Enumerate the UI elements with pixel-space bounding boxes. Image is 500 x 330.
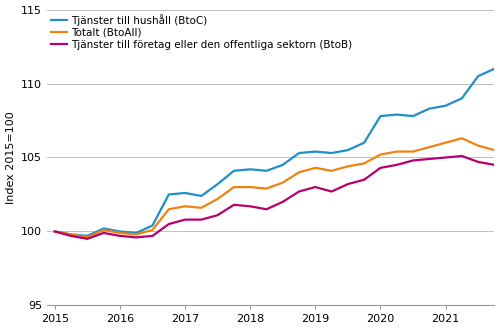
Tjänster till hushåll (BtoC) bbox=[198, 194, 204, 198]
Tjänster till hushåll (BtoC) bbox=[378, 114, 384, 118]
Tjänster till företag eller den offentliga sektorn (BtoB) bbox=[361, 178, 367, 182]
Tjänster till företag eller den offentliga sektorn (BtoB) bbox=[133, 235, 139, 239]
Tjänster till företag eller den offentliga sektorn (BtoB) bbox=[166, 222, 172, 226]
Tjänster till företag eller den offentliga sektorn (BtoB) bbox=[459, 154, 465, 158]
Totalt (BtoAll) bbox=[378, 152, 384, 156]
Tjänster till hushåll (BtoC) bbox=[133, 231, 139, 235]
Tjänster till företag eller den offentliga sektorn (BtoB) bbox=[296, 189, 302, 193]
Tjänster till företag eller den offentliga sektorn (BtoB) bbox=[231, 203, 237, 207]
Tjänster till hushåll (BtoC) bbox=[150, 223, 156, 227]
Totalt (BtoAll) bbox=[459, 136, 465, 140]
Legend: Tjänster till hushåll (BtoC), Totalt (BtoAll), Tjänster till företag eller den o: Tjänster till hushåll (BtoC), Totalt (Bt… bbox=[50, 13, 353, 51]
Totalt (BtoAll) bbox=[182, 204, 188, 208]
Totalt (BtoAll) bbox=[231, 185, 237, 189]
Tjänster till företag eller den offentliga sektorn (BtoB) bbox=[394, 163, 400, 167]
Line: Totalt (BtoAll): Totalt (BtoAll) bbox=[55, 109, 500, 237]
Tjänster till hushåll (BtoC) bbox=[100, 226, 106, 230]
Tjänster till företag eller den offentliga sektorn (BtoB) bbox=[475, 160, 481, 164]
Totalt (BtoAll) bbox=[394, 149, 400, 153]
Totalt (BtoAll) bbox=[410, 149, 416, 153]
Y-axis label: Index 2015=100: Index 2015=100 bbox=[6, 111, 16, 204]
Tjänster till hushåll (BtoC) bbox=[166, 192, 172, 196]
Tjänster till företag eller den offentliga sektorn (BtoB) bbox=[328, 189, 334, 193]
Totalt (BtoAll) bbox=[328, 169, 334, 173]
Tjänster till företag eller den offentliga sektorn (BtoB) bbox=[492, 163, 498, 167]
Tjänster till företag eller den offentliga sektorn (BtoB) bbox=[442, 155, 448, 159]
Totalt (BtoAll) bbox=[133, 232, 139, 236]
Tjänster till hushåll (BtoC) bbox=[264, 169, 270, 173]
Totalt (BtoAll) bbox=[312, 166, 318, 170]
Tjänster till företag eller den offentliga sektorn (BtoB) bbox=[117, 234, 123, 238]
Tjänster till hushåll (BtoC) bbox=[117, 229, 123, 233]
Totalt (BtoAll) bbox=[361, 161, 367, 165]
Tjänster till hushåll (BtoC) bbox=[296, 151, 302, 155]
Tjänster till företag eller den offentliga sektorn (BtoB) bbox=[426, 157, 432, 161]
Tjänster till företag eller den offentliga sektorn (BtoB) bbox=[100, 231, 106, 235]
Tjänster till hushåll (BtoC) bbox=[442, 104, 448, 108]
Tjänster till hushåll (BtoC) bbox=[361, 141, 367, 145]
Totalt (BtoAll) bbox=[296, 170, 302, 174]
Totalt (BtoAll) bbox=[166, 207, 172, 211]
Totalt (BtoAll) bbox=[247, 185, 253, 189]
Tjänster till hushåll (BtoC) bbox=[410, 114, 416, 118]
Tjänster till företag eller den offentliga sektorn (BtoB) bbox=[264, 207, 270, 211]
Totalt (BtoAll) bbox=[117, 231, 123, 235]
Tjänster till hushåll (BtoC) bbox=[475, 74, 481, 78]
Tjänster till hushåll (BtoC) bbox=[328, 151, 334, 155]
Tjänster till företag eller den offentliga sektorn (BtoB) bbox=[378, 166, 384, 170]
Tjänster till företag eller den offentliga sektorn (BtoB) bbox=[247, 204, 253, 208]
Totalt (BtoAll) bbox=[492, 148, 498, 152]
Tjänster till företag eller den offentliga sektorn (BtoB) bbox=[312, 185, 318, 189]
Tjänster till företag eller den offentliga sektorn (BtoB) bbox=[198, 218, 204, 222]
Tjänster till företag eller den offentliga sektorn (BtoB) bbox=[52, 229, 58, 233]
Totalt (BtoAll) bbox=[280, 181, 286, 184]
Tjänster till företag eller den offentliga sektorn (BtoB) bbox=[150, 234, 156, 238]
Totalt (BtoAll) bbox=[475, 144, 481, 148]
Tjänster till företag eller den offentliga sektorn (BtoB) bbox=[214, 213, 220, 217]
Totalt (BtoAll) bbox=[214, 197, 220, 201]
Totalt (BtoAll) bbox=[264, 186, 270, 190]
Tjänster till hushåll (BtoC) bbox=[394, 113, 400, 116]
Tjänster till företag eller den offentliga sektorn (BtoB) bbox=[410, 158, 416, 162]
Tjänster till hushåll (BtoC) bbox=[214, 182, 220, 186]
Totalt (BtoAll) bbox=[68, 232, 74, 236]
Tjänster till hushåll (BtoC) bbox=[182, 191, 188, 195]
Tjänster till hushåll (BtoC) bbox=[68, 232, 74, 236]
Tjänster till företag eller den offentliga sektorn (BtoB) bbox=[280, 200, 286, 204]
Tjänster till hushåll (BtoC) bbox=[459, 96, 465, 100]
Line: Tjänster till hushåll (BtoC): Tjänster till hushåll (BtoC) bbox=[55, 57, 500, 236]
Totalt (BtoAll) bbox=[52, 229, 58, 233]
Tjänster till hushåll (BtoC) bbox=[280, 163, 286, 167]
Totalt (BtoAll) bbox=[100, 228, 106, 232]
Tjänster till företag eller den offentliga sektorn (BtoB) bbox=[345, 182, 351, 186]
Tjänster till företag eller den offentliga sektorn (BtoB) bbox=[182, 218, 188, 222]
Totalt (BtoAll) bbox=[150, 228, 156, 232]
Tjänster till hushåll (BtoC) bbox=[492, 67, 498, 71]
Tjänster till hushåll (BtoC) bbox=[231, 169, 237, 173]
Tjänster till hushåll (BtoC) bbox=[84, 234, 90, 238]
Tjänster till företag eller den offentliga sektorn (BtoB) bbox=[84, 237, 90, 241]
Totalt (BtoAll) bbox=[442, 141, 448, 145]
Tjänster till hushåll (BtoC) bbox=[52, 229, 58, 233]
Tjänster till hushåll (BtoC) bbox=[247, 167, 253, 171]
Totalt (BtoAll) bbox=[426, 145, 432, 149]
Tjänster till hushåll (BtoC) bbox=[312, 149, 318, 153]
Tjänster till företag eller den offentliga sektorn (BtoB) bbox=[68, 234, 74, 238]
Tjänster till hushåll (BtoC) bbox=[345, 148, 351, 152]
Totalt (BtoAll) bbox=[198, 206, 204, 210]
Totalt (BtoAll) bbox=[345, 164, 351, 168]
Totalt (BtoAll) bbox=[84, 235, 90, 239]
Line: Tjänster till företag eller den offentliga sektorn (BtoB): Tjänster till företag eller den offentli… bbox=[55, 123, 500, 239]
Tjänster till hushåll (BtoC) bbox=[426, 107, 432, 111]
